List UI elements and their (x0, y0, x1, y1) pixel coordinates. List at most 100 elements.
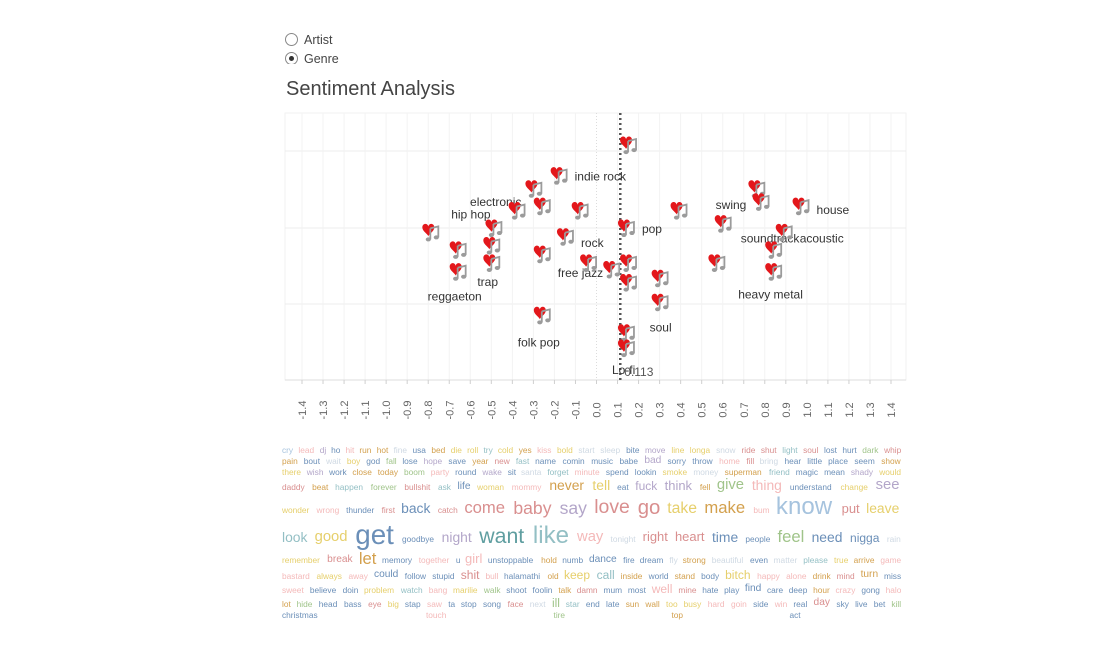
point-label: free jazz (558, 266, 603, 280)
word-cloud-word: lookin (634, 467, 657, 478)
x-tick-label: 0.5 (697, 402, 709, 417)
word-cloud-word: never (549, 477, 585, 494)
point-mark[interactable] (448, 262, 468, 282)
word-cloud-word: late (606, 598, 620, 609)
word-cloud-word: turn (860, 569, 879, 581)
word-cloud-word: walk (483, 584, 501, 595)
radio-circle-artist[interactable] (285, 33, 298, 46)
radio-genre[interactable]: Genre (285, 49, 339, 64)
word-cloud-word: care (766, 584, 784, 595)
word-cloud-word: year (472, 456, 489, 467)
word-cloud-word: kiss (537, 446, 552, 455)
word-cloud-word: goodbye (402, 533, 435, 544)
x-tick-label: -0.7 (444, 401, 456, 420)
point-mark[interactable] (619, 253, 638, 273)
word-cloud-word: wish (306, 467, 324, 478)
word-cloud-word: sit (507, 467, 517, 478)
word-cloud-word: seem (854, 456, 875, 467)
heart-music-note-icon (619, 273, 638, 293)
heart-music-note-icon (619, 253, 638, 273)
point-label: folk pop (518, 335, 560, 349)
word-cloud-word: please (803, 555, 828, 566)
word-cloud-word: bastard (282, 570, 310, 581)
point-mark[interactable] (482, 236, 501, 256)
word-cloud-word: save (448, 456, 467, 467)
word-cloud-word: hit (345, 446, 355, 455)
word-cloud-word: bet (873, 598, 886, 609)
word-cloud-word: boy (346, 456, 361, 467)
x-tick-label: 1.0 (802, 402, 814, 417)
heart-music-note-icon (524, 179, 543, 199)
x-tick-label: 1.2 (844, 402, 856, 417)
point-mark[interactable] (482, 253, 501, 273)
point-mark[interactable] (764, 240, 783, 260)
word-cloud-word: minute (574, 467, 600, 478)
heart-music-note-icon (549, 166, 569, 186)
point-mark[interactable] (650, 268, 670, 289)
point-mark[interactable] (713, 214, 733, 234)
word-cloud-word: fine (393, 446, 408, 455)
word-cloud-word: look (282, 528, 308, 545)
page-title: Sentiment Analysis (286, 78, 455, 100)
word-cloud-word: little (807, 456, 823, 467)
radio-artist[interactable]: Artist (285, 30, 339, 49)
word-cloud-word: remember (282, 555, 320, 566)
x-tick-label: -1.0 (381, 401, 393, 420)
point-label: reggaeton (428, 290, 482, 304)
word-cloud-word: say (559, 497, 587, 518)
point-label: swing (716, 198, 747, 212)
point-mark[interactable] (764, 262, 783, 282)
point-mark[interactable] (570, 201, 590, 221)
word-cloud-word: beautiful (711, 555, 744, 566)
point-mark[interactable] (448, 240, 468, 260)
word-cloud-word: stap (404, 598, 421, 609)
word-cloud-word: longa (689, 446, 711, 455)
word-cloud-word: rain (886, 533, 901, 544)
word-cloud-word: mum (603, 584, 623, 595)
point-mark[interactable] (751, 192, 771, 212)
point-mark[interactable] (532, 244, 552, 265)
x-tick-label: 0.9 (781, 402, 793, 417)
word-cloud-word: big (387, 598, 399, 609)
point-mark[interactable] (619, 273, 638, 293)
word-cloud-word: sleep (600, 446, 621, 455)
word-cloud-word: ho (331, 446, 341, 455)
point-mark[interactable] (532, 305, 552, 326)
word-cloud-word: work (329, 467, 347, 478)
point-mark[interactable] (532, 196, 552, 217)
point-mark[interactable] (549, 166, 569, 186)
word-cloud-word: shit (460, 568, 480, 583)
word-cloud-word: santa (521, 467, 542, 478)
word-cloud-word: make (704, 498, 746, 518)
word-cloud-word: body (701, 570, 720, 581)
point-mark[interactable] (556, 227, 575, 247)
word-cloud-word: foolin (532, 584, 553, 595)
word-cloud-word: wrong (316, 505, 340, 516)
word-cloud-word: christmas (282, 609, 318, 620)
word-cloud-word: start (578, 446, 595, 455)
x-tick-label: 0.8 (760, 402, 772, 417)
point-mark[interactable] (669, 201, 689, 221)
point-mark[interactable] (507, 201, 527, 221)
heart-music-note-icon (713, 214, 733, 234)
x-tick-label: 0.2 (634, 402, 646, 417)
word-cloud-word: doin (342, 584, 359, 595)
point-mark[interactable] (650, 292, 670, 313)
word-cloud-word: shut (760, 446, 777, 455)
word-cloud-word: need (811, 528, 843, 545)
word-cloud-word: wait (326, 456, 341, 467)
word-cloud-word: see (875, 477, 900, 494)
point-mark[interactable] (524, 179, 543, 199)
point-mark[interactable] (421, 222, 440, 243)
word-cloud-word: give (716, 477, 745, 494)
word-cloud-word: money (693, 467, 719, 478)
word-cloud-word: cold (497, 446, 514, 455)
word-cloud-word: place (828, 456, 848, 467)
word-cloud-word: top (671, 609, 684, 620)
word-cloud-word: shoot (506, 584, 527, 595)
radio-circle-genre[interactable] (285, 52, 298, 64)
word-cloud-word: shady (850, 467, 874, 478)
word-cloud-word: away (348, 570, 368, 581)
word-cloud-word: whip (884, 446, 902, 455)
point-label: house (817, 203, 850, 217)
